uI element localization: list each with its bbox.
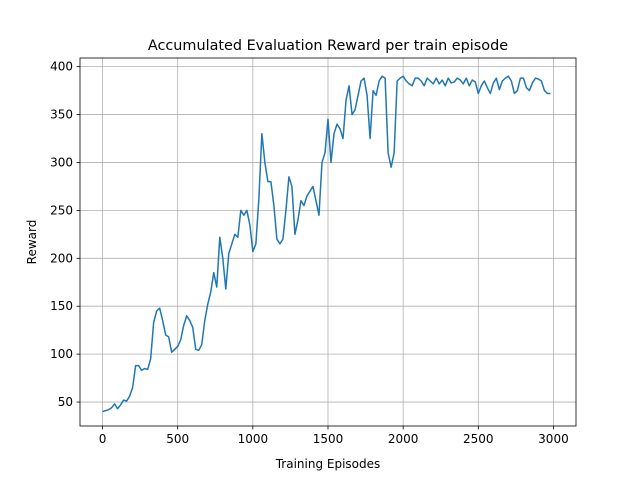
- x-tick-label: 1000: [238, 432, 269, 446]
- x-tick-label: 2000: [388, 432, 419, 446]
- x-axis-label: Training Episodes: [275, 457, 381, 471]
- y-tick-label: 150: [50, 299, 73, 313]
- y-tick-label: 400: [50, 60, 73, 74]
- chart-title: Accumulated Evaluation Reward per train …: [148, 38, 508, 54]
- axes-frame: [79, 57, 577, 427]
- x-tick-label: 3000: [538, 432, 569, 446]
- x-tick-label: 500: [166, 432, 189, 446]
- y-tick-label: 100: [50, 347, 73, 361]
- line-series: [102, 75, 551, 413]
- y-tick-label: 300: [50, 155, 73, 169]
- y-tick-label: 350: [50, 108, 73, 122]
- y-axis-label: Reward: [25, 220, 39, 265]
- x-tick-label: 2500: [463, 432, 494, 446]
- y-tick-label: 200: [50, 251, 73, 265]
- x-tick-label: 1500: [313, 432, 344, 446]
- x-tick-label: 0: [99, 432, 107, 446]
- plot-area: 0 500 1000 1500 2000 2500 3000 50 100 150 200 250 30…: [50, 58, 576, 446]
- y-tick-label: 250: [50, 203, 73, 217]
- y-tick-label: 50: [58, 395, 73, 409]
